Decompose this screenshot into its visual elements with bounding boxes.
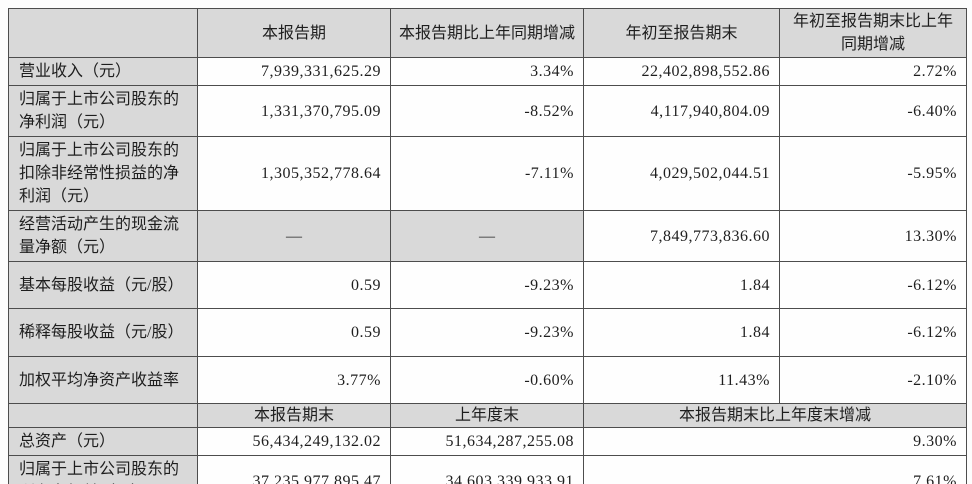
row-label: 归属于上市公司股东的扣除非经常性损益的净利润（元）	[8, 136, 198, 211]
row-owners-equity: 归属于上市公司股东的所有者权益（元） 37,235,977,895.47 34,…	[8, 455, 967, 484]
header-current-yoy-change: 本报告期比上年同期增减	[390, 8, 584, 58]
value-cell: 7,939,331,625.29	[197, 57, 391, 86]
header-prev-year-end: 上年度末	[390, 403, 584, 428]
value-cell: -6.12%	[779, 308, 967, 357]
value-cell: 1.84	[583, 308, 780, 357]
value-cell: -0.60%	[390, 356, 584, 404]
header-period-end: 本报告期末	[197, 403, 391, 428]
value-cell: 37,235,977,895.47	[197, 455, 391, 484]
row-net-profit: 归属于上市公司股东的净利润（元） 1,331,370,795.09 -8.52%…	[8, 85, 967, 137]
value-cell: 56,434,249,132.02	[197, 427, 391, 456]
value-cell: -6.12%	[779, 261, 967, 309]
value-cell: -5.95%	[779, 136, 967, 211]
value-cell: 1.84	[583, 261, 780, 309]
value-cell: 4,029,502,044.51	[583, 136, 780, 211]
value-cell: 3.34%	[390, 57, 584, 86]
section1-header-row: 本报告期 本报告期比上年同期增减 年初至报告期末 年初至报告期末比上年同期增减	[8, 8, 967, 58]
row-operating-revenue: 营业收入（元） 7,939,331,625.29 3.34% 22,402,89…	[8, 57, 967, 86]
row-label: 总资产（元）	[8, 427, 198, 456]
section2-header-row: 本报告期末 上年度末 本报告期末比上年度末增减	[8, 403, 967, 428]
value-cell: 13.30%	[779, 210, 967, 262]
value-cell: 1,331,370,795.09	[197, 85, 391, 137]
value-cell: -7.11%	[390, 136, 584, 211]
header-ytd: 年初至报告期末	[583, 8, 780, 58]
header-ytd-yoy-change: 年初至报告期末比上年同期增减	[779, 8, 967, 58]
row-total-assets: 总资产（元） 56,434,249,132.02 51,634,287,255.…	[8, 427, 967, 456]
value-cell: -9.23%	[390, 261, 584, 309]
header-current-period: 本报告期	[197, 8, 391, 58]
value-cell: 0.59	[197, 308, 391, 357]
value-cell: 1,305,352,778.64	[197, 136, 391, 211]
value-cell: 3.77%	[197, 356, 391, 404]
value-cell: -8.52%	[390, 85, 584, 137]
value-cell: 7.61%	[583, 455, 967, 484]
value-cell: 2.72%	[779, 57, 967, 86]
row-net-profit-excl-nonrecurring: 归属于上市公司股东的扣除非经常性损益的净利润（元） 1,305,352,778.…	[8, 136, 967, 211]
row-weighted-avg-roe: 加权平均净资产收益率 3.77% -0.60% 11.43% -2.10%	[8, 356, 967, 404]
header-empty-cell	[8, 8, 198, 58]
value-cell: -6.40%	[779, 85, 967, 137]
value-cell: -2.10%	[779, 356, 967, 404]
row-label: 归属于上市公司股东的所有者权益（元）	[8, 455, 198, 484]
value-cell: 51,634,287,255.08	[390, 427, 584, 456]
row-operating-cash-flow: 经营活动产生的现金流量净额（元） — — 7,849,773,836.60 13…	[8, 210, 967, 262]
value-cell: 34,603,339,933.91	[390, 455, 584, 484]
row-label: 归属于上市公司股东的净利润（元）	[8, 85, 198, 137]
financial-summary-table: 本报告期 本报告期比上年同期增减 年初至报告期末 年初至报告期末比上年同期增减 …	[8, 8, 967, 484]
value-cell-dash: —	[197, 210, 391, 262]
row-label: 稀释每股收益（元/股）	[8, 308, 198, 357]
value-cell-dash: —	[390, 210, 584, 262]
value-cell: 0.59	[197, 261, 391, 309]
row-diluted-eps: 稀释每股收益（元/股） 0.59 -9.23% 1.84 -6.12%	[8, 308, 967, 357]
value-cell: 9.30%	[583, 427, 967, 456]
row-basic-eps: 基本每股收益（元/股） 0.59 -9.23% 1.84 -6.12%	[8, 261, 967, 309]
row-label: 加权平均净资产收益率	[8, 356, 198, 404]
row-label: 营业收入（元）	[8, 57, 198, 86]
value-cell: 7,849,773,836.60	[583, 210, 780, 262]
value-cell: 11.43%	[583, 356, 780, 404]
header-period-end-change: 本报告期末比上年度末增减	[583, 403, 967, 428]
row-label: 基本每股收益（元/股）	[8, 261, 198, 309]
header-empty-cell	[8, 403, 198, 428]
value-cell: -9.23%	[390, 308, 584, 357]
row-label: 经营活动产生的现金流量净额（元）	[8, 210, 198, 262]
value-cell: 22,402,898,552.86	[583, 57, 780, 86]
value-cell: 4,117,940,804.09	[583, 85, 780, 137]
